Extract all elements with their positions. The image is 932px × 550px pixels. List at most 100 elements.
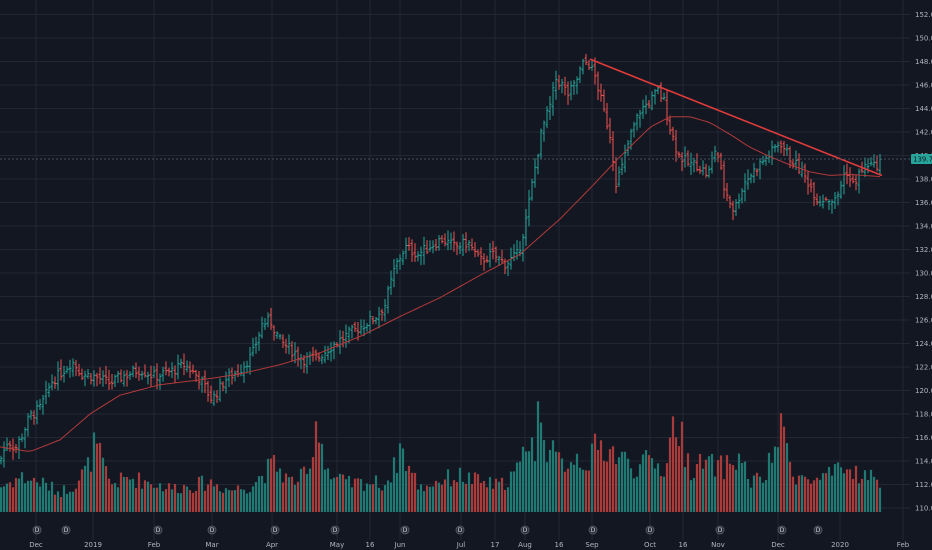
volume-bar	[152, 487, 156, 512]
volume-bar	[488, 477, 492, 512]
dividend-marker-label: D	[333, 527, 338, 534]
dividend-marker-label: D	[780, 527, 785, 534]
dividend-marker[interactable]	[455, 525, 465, 535]
y-tick-label: 114.00	[915, 458, 932, 466]
volume-bar	[41, 477, 45, 512]
volume-bar	[167, 483, 171, 512]
dividend-marker[interactable]	[813, 525, 823, 535]
volume-bar	[398, 443, 402, 512]
volume-bar	[119, 472, 123, 512]
volume-bar	[755, 472, 759, 512]
volume-bar	[659, 476, 663, 512]
volume-bar	[587, 470, 591, 512]
volume-bar	[365, 483, 369, 512]
x-tick-label: Jul	[456, 541, 466, 549]
x-tick-label: 17	[491, 541, 500, 549]
dividend-marker[interactable]	[715, 525, 725, 535]
volume-bar	[362, 490, 366, 512]
volume-bar	[743, 461, 747, 512]
dividend-marker[interactable]	[520, 525, 530, 535]
x-tick-label: Nov	[711, 541, 725, 549]
volume-bar	[158, 483, 162, 512]
volume-bar	[473, 472, 477, 512]
volume-bar	[491, 488, 495, 512]
volume-bar	[176, 492, 180, 512]
volume-bar	[776, 447, 780, 512]
volume-bar	[23, 483, 27, 512]
volume-bar	[656, 463, 660, 512]
volume-bar	[518, 461, 522, 512]
y-tick-label: 142.00	[915, 129, 932, 137]
volume-bar	[155, 487, 159, 512]
volume-bar	[467, 472, 471, 512]
x-tick-label: Apr	[266, 541, 278, 549]
volume-bar	[11, 487, 15, 512]
volume-bar	[254, 481, 258, 512]
volume-bar	[575, 453, 579, 512]
x-tick-label: 16	[679, 541, 688, 549]
volume-bar	[131, 478, 135, 512]
volume-bar	[677, 446, 681, 512]
dividend-marker[interactable]	[61, 525, 71, 535]
volume-bar	[65, 493, 69, 512]
volume-bar	[83, 465, 87, 512]
volume-bar	[209, 479, 213, 512]
volume-bar	[368, 484, 372, 512]
volume-bar	[206, 484, 210, 512]
dividend-marker-label: D	[35, 527, 40, 534]
dividend-marker[interactable]	[777, 525, 787, 535]
volume-bar	[383, 485, 387, 512]
volume-bar	[266, 458, 270, 512]
volume-bar	[452, 480, 456, 512]
volume-bar	[104, 466, 108, 512]
volume-bar	[635, 476, 639, 512]
volume-bar	[458, 467, 462, 512]
volume-bar	[257, 476, 261, 512]
y-tick-label: 124.00	[915, 340, 932, 348]
dividend-marker[interactable]	[330, 525, 340, 535]
volume-bar	[356, 478, 360, 512]
time-axis[interactable]: Dec 2019 Feb Mar Apr May 16 Jun Jul 17 Aug 16 Sep Oct…	[0, 540, 932, 550]
price-axis[interactable]: 152.00150.00148.00146.00144.00142.00140.…	[910, 0, 932, 540]
volume-bar	[338, 473, 342, 512]
volume-bar	[245, 493, 249, 512]
volume-bar	[332, 477, 336, 512]
volume-bar	[200, 475, 204, 512]
volume-bar	[461, 481, 465, 512]
dividend-marker[interactable]	[588, 525, 598, 535]
volume-bar	[821, 473, 825, 512]
volume-bar	[92, 432, 96, 512]
volume-bar	[395, 472, 399, 512]
volume-bar	[89, 471, 93, 512]
volume-bar	[548, 449, 552, 512]
volume-bar	[785, 443, 789, 512]
dividend-marker[interactable]	[32, 525, 42, 535]
volume-bar	[182, 484, 186, 512]
volume-bar	[626, 458, 630, 512]
volume-bar	[17, 478, 21, 512]
volume-bar	[377, 487, 381, 512]
volume-bar	[878, 487, 882, 512]
volume-bar	[551, 440, 555, 512]
dividend-marker[interactable]	[207, 525, 217, 535]
volume-bar	[761, 482, 765, 512]
volume-bar	[347, 476, 351, 512]
volume-bar	[818, 479, 822, 512]
volume-bar	[413, 472, 417, 512]
dividend-marker-label: D	[523, 527, 528, 534]
volume-bar	[614, 464, 618, 512]
dividend-marker[interactable]	[645, 525, 655, 535]
volume-bar	[521, 446, 525, 512]
dividend-marker[interactable]	[270, 525, 280, 535]
resistance-trendline[interactable]	[589, 58, 883, 177]
volume-bar	[35, 482, 39, 512]
volume-bar	[554, 451, 558, 512]
volume-bar	[350, 487, 354, 512]
dividend-marker[interactable]	[153, 525, 163, 535]
volume-bar	[848, 469, 852, 512]
dividend-marker[interactable]	[400, 525, 410, 535]
volume-bar	[731, 465, 735, 512]
volume-bar	[446, 469, 450, 512]
volume-bar	[794, 484, 798, 512]
